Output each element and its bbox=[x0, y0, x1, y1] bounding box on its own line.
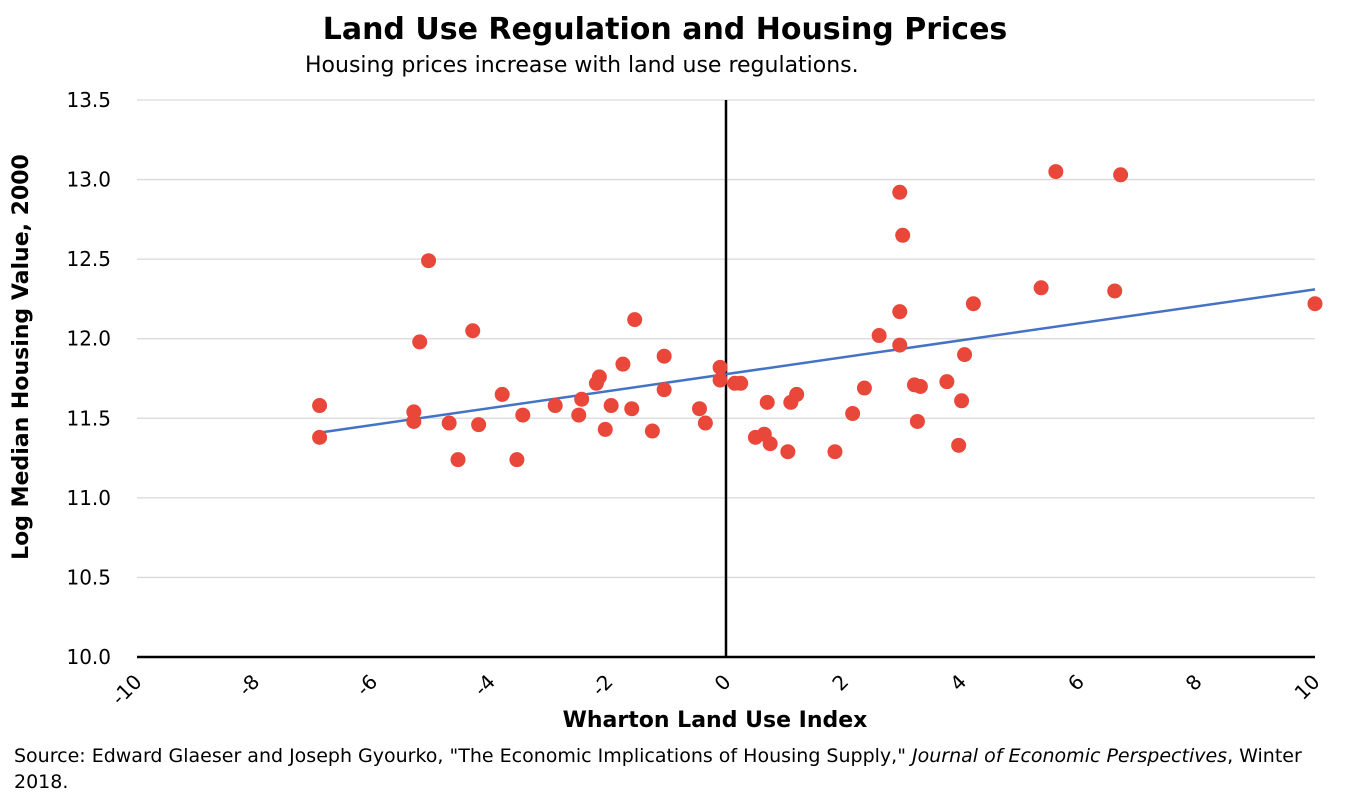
y-tick-label: 12.0 bbox=[66, 327, 111, 351]
data-point bbox=[547, 398, 563, 414]
data-point bbox=[624, 401, 640, 417]
x-tick-label: -6 bbox=[351, 670, 382, 701]
data-point bbox=[845, 406, 861, 422]
data-point bbox=[954, 393, 970, 409]
source-note: Source: Edward Glaeser and Joseph Gyourk… bbox=[14, 743, 1314, 795]
data-point bbox=[312, 429, 328, 445]
data-point bbox=[312, 398, 328, 414]
data-point bbox=[856, 380, 872, 396]
trendline bbox=[319, 288, 1316, 434]
x-tick-label: 4 bbox=[945, 670, 971, 696]
data-point bbox=[571, 407, 587, 423]
data-point bbox=[603, 398, 619, 414]
data-point bbox=[912, 378, 928, 394]
data-point bbox=[759, 394, 775, 410]
x-tick-label: 2 bbox=[827, 670, 853, 696]
trendline-layer bbox=[319, 288, 1316, 434]
data-point bbox=[895, 227, 911, 243]
x-tick-label: -10 bbox=[106, 670, 146, 710]
data-point bbox=[712, 359, 728, 375]
data-point bbox=[892, 337, 908, 353]
x-tick-label: 10 bbox=[1290, 670, 1325, 705]
chart-title: Land Use Regulation and Housing Prices bbox=[322, 12, 1008, 47]
data-point bbox=[1033, 280, 1049, 296]
source-note-journal: Journal of Economic Perspectives bbox=[912, 745, 1228, 767]
data-point bbox=[515, 407, 531, 423]
data-point bbox=[656, 348, 672, 364]
y-tick-label: 10.0 bbox=[66, 645, 111, 669]
data-point bbox=[691, 401, 707, 417]
scatter-chart: 10.0 10.5 11.0 11.5 12.0 12.5 13.0 13.5 -10 -8 -6 -… bbox=[9, 88, 1325, 733]
y-axis-title: Log Median Housing Value, 2000 bbox=[9, 154, 34, 560]
data-point bbox=[733, 375, 749, 391]
y-tick-label: 10.5 bbox=[66, 565, 111, 589]
x-axis-title: Wharton Land Use Index bbox=[563, 708, 868, 733]
data-point bbox=[509, 452, 525, 468]
source-note-suffix: , Winter 2018. bbox=[14, 745, 1302, 793]
data-point bbox=[656, 382, 672, 398]
data-point bbox=[471, 417, 487, 433]
y-tick-label: 11.5 bbox=[66, 406, 111, 430]
data-point bbox=[412, 334, 428, 350]
data-point bbox=[871, 328, 887, 344]
data-point bbox=[965, 296, 981, 312]
y-tick-label: 11.0 bbox=[66, 486, 111, 510]
data-point bbox=[644, 423, 660, 439]
data-point bbox=[1113, 167, 1129, 183]
data-point bbox=[939, 374, 955, 390]
y-tick-label: 12.5 bbox=[66, 247, 111, 271]
data-point bbox=[789, 386, 805, 402]
data-point bbox=[892, 304, 908, 320]
data-points bbox=[312, 164, 1323, 468]
data-point bbox=[892, 184, 908, 200]
data-point bbox=[1307, 296, 1323, 312]
chart-subtitle: Housing prices increase with land use re… bbox=[305, 53, 859, 78]
data-point bbox=[627, 312, 643, 328]
tick-labels: 10.0 10.5 11.0 11.5 12.0 12.5 13.0 13.5 -10 -8 -6 -… bbox=[66, 88, 1324, 710]
data-point bbox=[951, 437, 967, 453]
data-point bbox=[957, 347, 973, 363]
x-tick-label: 8 bbox=[1181, 670, 1207, 696]
data-point bbox=[697, 415, 713, 431]
x-tick-label: -8 bbox=[233, 670, 264, 701]
data-point bbox=[762, 436, 778, 452]
data-point bbox=[591, 369, 607, 385]
x-tick-label: 6 bbox=[1063, 670, 1089, 696]
data-point bbox=[597, 421, 613, 437]
data-point bbox=[494, 386, 510, 402]
data-point bbox=[909, 413, 925, 429]
x-tick-label: -4 bbox=[469, 670, 500, 701]
data-point bbox=[441, 415, 457, 431]
data-point bbox=[1048, 164, 1064, 180]
data-point bbox=[450, 452, 466, 468]
y-tick-label: 13.0 bbox=[66, 168, 111, 192]
data-point bbox=[615, 356, 631, 372]
data-point bbox=[780, 444, 796, 460]
data-point bbox=[465, 323, 481, 339]
data-point bbox=[1107, 283, 1123, 299]
data-point bbox=[712, 372, 728, 388]
x-tick-label: 0 bbox=[710, 670, 736, 696]
x-tick-label: -2 bbox=[587, 670, 618, 701]
y-tick-label: 13.5 bbox=[66, 88, 111, 112]
data-point bbox=[574, 391, 590, 407]
data-point bbox=[421, 253, 437, 269]
source-note-prefix: Source: Edward Glaeser and Joseph Gyourk… bbox=[14, 745, 912, 767]
data-point bbox=[406, 413, 422, 429]
data-point bbox=[827, 444, 843, 460]
